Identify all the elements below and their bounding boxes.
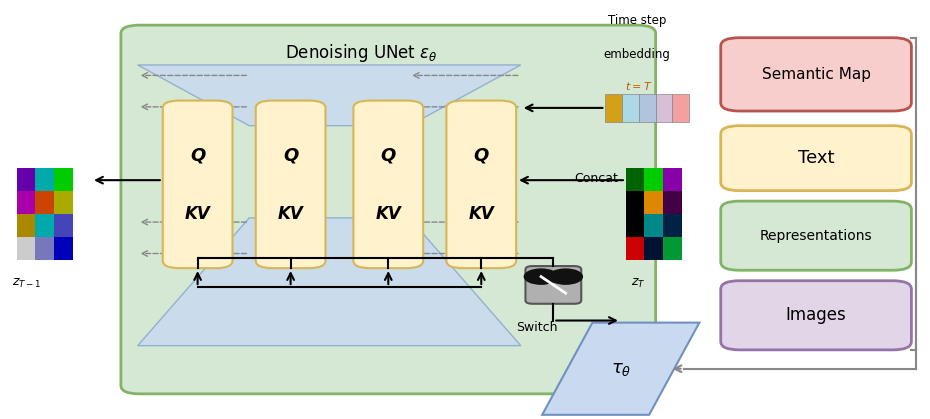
Bar — [17, 168, 35, 191]
Text: $z_T$: $z_T$ — [631, 277, 645, 290]
Text: Q: Q — [473, 146, 489, 164]
Text: Semantic Map: Semantic Map — [762, 67, 870, 82]
Bar — [663, 237, 682, 260]
FancyBboxPatch shape — [721, 201, 911, 270]
Bar — [17, 237, 35, 260]
FancyBboxPatch shape — [256, 101, 326, 268]
Bar — [35, 214, 54, 237]
Bar — [54, 214, 73, 237]
Text: embedding: embedding — [604, 48, 671, 61]
Text: Time step: Time step — [608, 14, 666, 28]
Bar — [644, 237, 663, 260]
Bar — [644, 168, 663, 191]
Bar — [35, 191, 54, 214]
Bar — [644, 214, 663, 237]
Text: $t = T$: $t = T$ — [625, 80, 653, 92]
Text: $\tau_{\theta}$: $\tau_{\theta}$ — [611, 360, 631, 378]
Text: Q: Q — [380, 146, 396, 164]
Bar — [626, 191, 644, 214]
Bar — [54, 191, 73, 214]
Text: $z_{T-1}$: $z_{T-1}$ — [12, 277, 42, 290]
Bar — [35, 237, 54, 260]
Text: Denoising UNet $\varepsilon_{\theta}$: Denoising UNet $\varepsilon_{\theta}$ — [286, 42, 438, 64]
Bar — [663, 191, 682, 214]
Text: Representations: Representations — [760, 229, 872, 243]
Bar — [672, 94, 689, 122]
Bar — [17, 191, 35, 214]
FancyBboxPatch shape — [163, 101, 232, 268]
FancyBboxPatch shape — [525, 266, 581, 304]
Bar — [656, 94, 672, 122]
Circle shape — [549, 269, 582, 284]
Bar — [54, 168, 73, 191]
Bar — [626, 168, 644, 191]
Text: Text: Text — [798, 149, 834, 167]
Bar — [663, 214, 682, 237]
Text: KV: KV — [278, 205, 303, 222]
Text: Q: Q — [190, 146, 206, 164]
Polygon shape — [138, 218, 521, 346]
Bar — [605, 94, 622, 122]
Bar — [54, 237, 73, 260]
Text: KV: KV — [376, 205, 401, 222]
Text: Q: Q — [283, 146, 299, 164]
Bar — [644, 191, 663, 214]
Bar — [663, 168, 682, 191]
Bar — [626, 237, 644, 260]
Bar — [17, 214, 35, 237]
Polygon shape — [542, 323, 699, 415]
FancyBboxPatch shape — [721, 126, 911, 191]
FancyBboxPatch shape — [721, 38, 911, 111]
Polygon shape — [138, 65, 521, 126]
Text: KV: KV — [185, 205, 210, 222]
Bar — [35, 168, 54, 191]
Text: Images: Images — [786, 306, 846, 324]
Text: Switch: Switch — [516, 321, 558, 334]
Bar — [639, 94, 656, 122]
Circle shape — [525, 269, 558, 284]
FancyBboxPatch shape — [353, 101, 423, 268]
Text: KV: KV — [469, 205, 494, 222]
FancyBboxPatch shape — [446, 101, 516, 268]
Bar — [622, 94, 639, 122]
FancyBboxPatch shape — [721, 281, 911, 350]
FancyBboxPatch shape — [121, 25, 656, 394]
Text: Concat: Concat — [575, 171, 618, 185]
Bar — [626, 214, 644, 237]
